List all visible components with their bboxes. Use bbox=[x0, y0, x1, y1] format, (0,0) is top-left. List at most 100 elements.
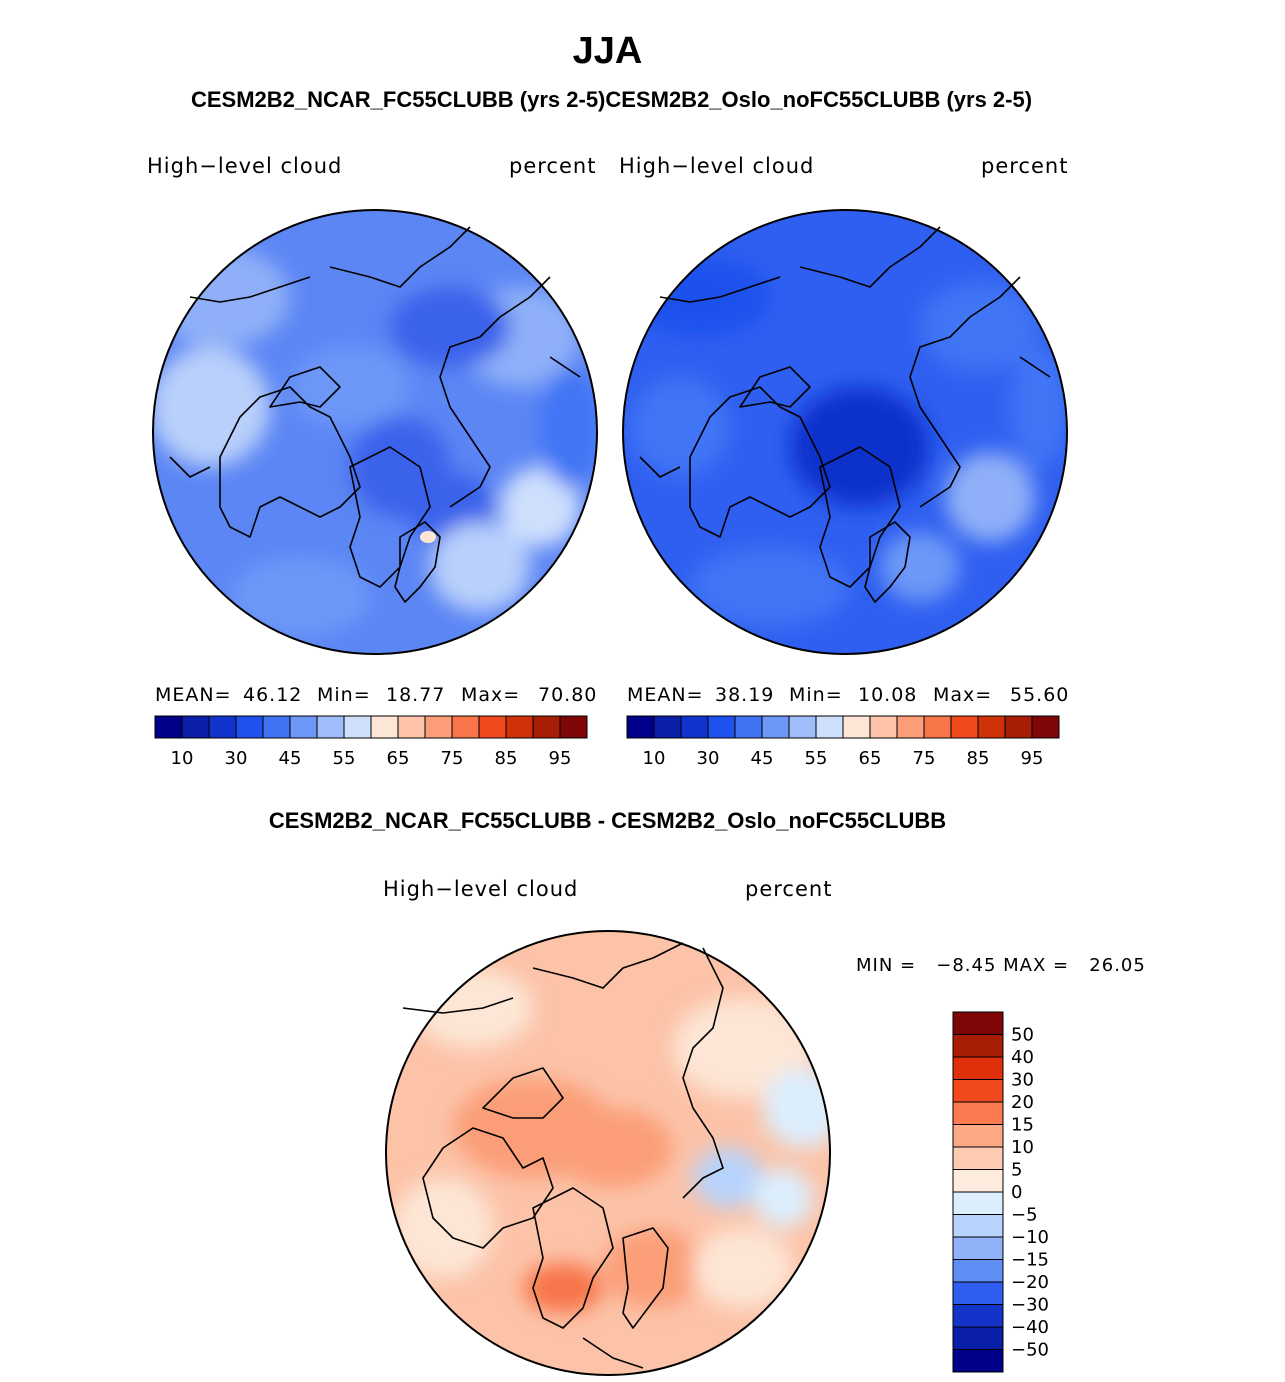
panel2-polar-map bbox=[622, 209, 1068, 655]
colorbar-tick-label: 55 bbox=[333, 748, 356, 769]
colorbar-box bbox=[815, 715, 844, 739]
colorbar-tick-label: 55 bbox=[805, 748, 828, 769]
colorbar-box bbox=[952, 1034, 1004, 1058]
colorbar-box bbox=[1004, 715, 1033, 739]
panel1-colorbar: 10 30 45 55 65 75 85 95 bbox=[154, 715, 588, 769]
colorbar-box bbox=[952, 1281, 1004, 1305]
panel1-mean-value: 46.12 bbox=[243, 684, 303, 706]
colorbar-box bbox=[532, 715, 561, 739]
colorbar-box bbox=[952, 1056, 1004, 1080]
panel2-mean-label: MEAN= bbox=[627, 684, 704, 706]
colorbar-box bbox=[1031, 715, 1060, 739]
panel2-max-value: 55.60 bbox=[1010, 684, 1070, 706]
diff-title: CESM2B2_NCAR_FC55CLUBB - CESM2B2_Oslo_no… bbox=[268, 808, 947, 833]
colorbar-tick-label: 50 bbox=[1011, 1025, 1034, 1046]
colorbar-box bbox=[952, 1214, 1004, 1238]
colorbar-tick-label: 0 bbox=[1011, 1182, 1022, 1203]
colorbar-tick-label: 75 bbox=[441, 748, 464, 769]
colorbar-box bbox=[842, 715, 871, 739]
colorbar-box bbox=[923, 715, 952, 739]
colorbar-box bbox=[869, 715, 898, 739]
colorbar-box bbox=[952, 1326, 1004, 1350]
panel2-max-label: Max= bbox=[933, 684, 993, 706]
colorbar-box bbox=[707, 715, 736, 739]
colorbar-box bbox=[424, 715, 453, 739]
colorbar-box bbox=[952, 1101, 1004, 1125]
colorbar-tick-label: 10 bbox=[171, 748, 194, 769]
colorbar-box bbox=[343, 715, 372, 739]
panel2-min-value: 10.08 bbox=[858, 684, 918, 706]
colorbar-box bbox=[262, 715, 291, 739]
colorbar-tick-label: 95 bbox=[1021, 748, 1044, 769]
colorbar-box bbox=[952, 1124, 1004, 1148]
diff-variable: High−level cloud bbox=[383, 877, 579, 901]
colorbar-tick-label: 65 bbox=[387, 748, 410, 769]
colorbar-box bbox=[154, 715, 183, 739]
colorbar-box bbox=[952, 1169, 1004, 1193]
panel1-mean-label: MEAN= bbox=[155, 684, 232, 706]
panel2-variable: High−level cloud bbox=[619, 154, 815, 178]
colorbar-tick-label: 10 bbox=[1011, 1137, 1034, 1158]
colorbar-tick-label: 10 bbox=[643, 748, 666, 769]
colorbar-tick-label: 30 bbox=[1011, 1070, 1034, 1091]
colorbar-tick-label: 45 bbox=[279, 748, 302, 769]
colorbar-tick-label: 95 bbox=[549, 748, 572, 769]
colorbar-tick-label: −50 bbox=[1011, 1340, 1049, 1361]
diff-units: percent bbox=[745, 877, 833, 901]
colorbar-tick-label: 75 bbox=[913, 748, 936, 769]
colorbar-box bbox=[977, 715, 1006, 739]
colorbar-tick-label: 15 bbox=[1011, 1115, 1034, 1136]
colorbar-box bbox=[734, 715, 763, 739]
colorbar-tick-label: 20 bbox=[1011, 1092, 1034, 1113]
panel2-units: percent bbox=[981, 154, 1069, 178]
colorbar-box bbox=[505, 715, 534, 739]
colorbar-tick-label: 30 bbox=[225, 748, 248, 769]
colorbar-box bbox=[952, 1146, 1004, 1170]
colorbar-box bbox=[952, 1236, 1004, 1260]
colorbar-box bbox=[950, 715, 979, 739]
colorbar-box bbox=[653, 715, 682, 739]
colorbar-tick-label: −5 bbox=[1011, 1205, 1038, 1226]
colorbar-box bbox=[397, 715, 426, 739]
panel1-max-value: 70.80 bbox=[538, 684, 598, 706]
colorbar-tick-label: 45 bbox=[751, 748, 774, 769]
colorbar-box bbox=[235, 715, 264, 739]
colorbar-box bbox=[208, 715, 237, 739]
colorbar-box bbox=[289, 715, 318, 739]
colorbar-tick-label: −20 bbox=[1011, 1272, 1049, 1293]
panel1-variable: High−level cloud bbox=[147, 154, 343, 178]
panel2-min-label: Min= bbox=[789, 684, 843, 706]
cases-subtitle: CESM2B2_NCAR_FC55CLUBB (yrs 2-5)CESM2B2_… bbox=[190, 87, 1033, 112]
diff-minmax: MIN = −8.45 MAX = 26.05 bbox=[856, 955, 1146, 976]
colorbar-box bbox=[952, 1259, 1004, 1283]
colorbar-box bbox=[952, 1191, 1004, 1215]
colorbar-box bbox=[316, 715, 345, 739]
panel1-min-label: Min= bbox=[317, 684, 371, 706]
panel1-polar-map bbox=[152, 209, 598, 655]
colorbar-box bbox=[478, 715, 507, 739]
colorbar-tick-label: 5 bbox=[1011, 1160, 1022, 1181]
colorbar-box bbox=[626, 715, 655, 739]
diff-polar-map bbox=[385, 930, 831, 1376]
colorbar-tick-label: 85 bbox=[495, 748, 518, 769]
colorbar-box bbox=[181, 715, 210, 739]
panel2-mean-value: 38.19 bbox=[715, 684, 775, 706]
colorbar-box bbox=[370, 715, 399, 739]
colorbar-tick-label: −30 bbox=[1011, 1295, 1049, 1316]
colorbar-box bbox=[952, 1079, 1004, 1103]
colorbar-tick-label: 85 bbox=[967, 748, 990, 769]
colorbar-box bbox=[896, 715, 925, 739]
panel1-units: percent bbox=[509, 154, 597, 178]
colorbar-box bbox=[952, 1011, 1004, 1035]
colorbar-tick-label: −15 bbox=[1011, 1250, 1049, 1271]
colorbar-box bbox=[761, 715, 790, 739]
colorbar-box bbox=[559, 715, 588, 739]
colorbar-box bbox=[952, 1304, 1004, 1328]
colorbar-box bbox=[952, 1349, 1004, 1373]
panel1-max-label: Max= bbox=[461, 684, 521, 706]
colorbar-box bbox=[451, 715, 480, 739]
panel2-colorbar: 10 30 45 55 65 75 85 95 bbox=[626, 715, 1060, 769]
colorbar-tick-label: 65 bbox=[859, 748, 882, 769]
season-title: JJA bbox=[572, 30, 643, 72]
